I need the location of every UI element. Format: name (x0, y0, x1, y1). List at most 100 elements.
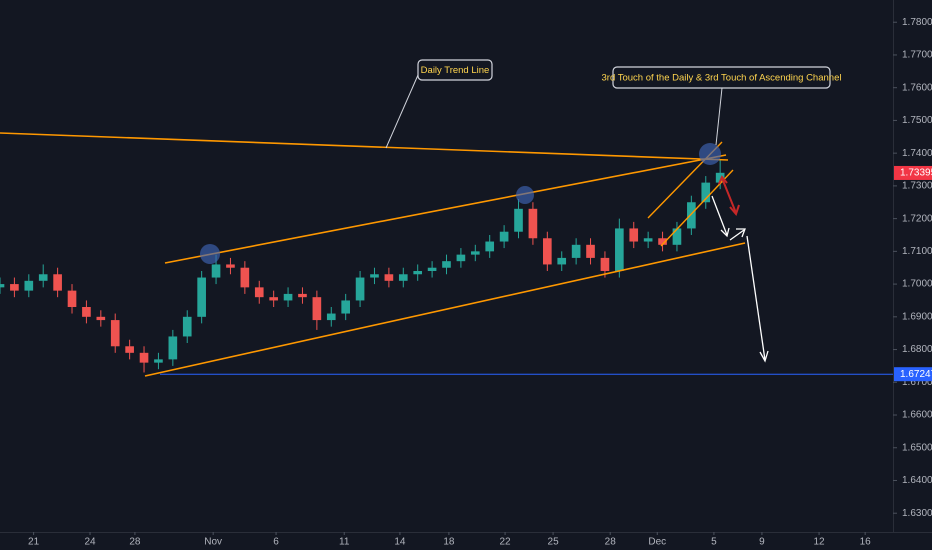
y-tick-label: 1.69000 (902, 311, 932, 322)
touch-circle (200, 244, 220, 264)
candle-body (0, 284, 5, 288)
candle-body (384, 274, 394, 281)
candle-body (96, 316, 106, 321)
y-tick-label: 1.76000 (902, 82, 932, 93)
x-tick-label: 28 (605, 537, 617, 548)
y-tick-label: 1.64000 (902, 475, 932, 486)
candle-body (67, 290, 77, 307)
x-tick-label: 18 (443, 537, 455, 548)
candle-body (701, 182, 711, 203)
candle-body (557, 257, 567, 265)
price-label-box (894, 367, 932, 382)
candle-body (82, 306, 91, 317)
candle-body (341, 300, 350, 314)
price-label-box (894, 165, 932, 180)
x-tick-label: 25 (548, 537, 560, 548)
x-tick-label: 5 (711, 537, 717, 548)
channel-lower (144, 242, 746, 377)
candle-body (485, 241, 495, 252)
candle-body (53, 274, 62, 291)
candle-body (182, 316, 192, 337)
candle-body (211, 264, 221, 278)
candle-body (600, 257, 610, 271)
y-tick-label: 1.63000 (902, 508, 932, 519)
y-tick-label: 1.70000 (902, 279, 932, 290)
candle-body (470, 251, 480, 255)
candle-body (571, 244, 581, 258)
y-tick-label: 1.74000 (902, 148, 932, 159)
x-tick-label: 9 (759, 537, 765, 548)
candle-body (125, 346, 134, 353)
candle-body (298, 293, 307, 298)
price-label: 1.67247 (900, 369, 932, 380)
candle-body (355, 277, 365, 301)
x-tick-label: 22 (500, 537, 512, 548)
callout-text: Daily Trend Line (421, 65, 490, 76)
y-tick-label: 1.66000 (902, 410, 932, 421)
candle-body (413, 270, 423, 275)
callout-pointer (715, 87, 723, 146)
y-tick-label: 1.65000 (902, 442, 932, 453)
x-tick-label: 24 (84, 537, 96, 548)
candle-body (456, 254, 466, 262)
y-tick-label: 1.67000 (902, 377, 932, 388)
candle-body (442, 261, 451, 268)
candle-body (586, 244, 595, 258)
candle-body (168, 336, 178, 360)
x-tick-label: 11 (339, 537, 350, 548)
x-tick-label: 28 (129, 537, 141, 548)
y-tick-label: 1.75000 (902, 115, 932, 126)
plot-area (0, 159, 893, 375)
candle-body (312, 297, 322, 321)
candle-body (629, 228, 639, 242)
callout-pointer (385, 74, 419, 149)
y-tick-label: 1.78000 (902, 17, 932, 28)
candle-body (269, 297, 278, 301)
candle-body (370, 274, 379, 278)
y-tick-label: 1.72000 (902, 213, 932, 224)
candle-body (10, 284, 19, 291)
y-tick-label: 1.71000 (902, 246, 932, 257)
white-arrows (711, 195, 769, 363)
candle-body (528, 208, 538, 239)
x-tick-label: 21 (28, 537, 40, 548)
candle-body (687, 202, 696, 229)
channel-upper (164, 154, 727, 264)
candle-body (643, 238, 653, 242)
candle-body (139, 352, 149, 363)
callout-text: 3rd Touch of the Daily & 3rd Touch of As… (602, 73, 842, 84)
candle-body (715, 172, 725, 183)
candle-body (615, 228, 624, 271)
candle-body (283, 293, 293, 301)
y-tick-label: 1.77000 (902, 50, 932, 61)
touch-circle (699, 143, 721, 165)
x-tick-label: 12 (814, 537, 826, 548)
trend-line (0, 132, 729, 161)
candle-body (514, 208, 523, 232)
red-arrow (718, 175, 740, 216)
x-tick-label: 6 (273, 537, 279, 548)
y-tick-label: 1.68000 (902, 344, 932, 355)
candle-body (154, 359, 163, 363)
callout-box (612, 66, 831, 89)
candle-body (24, 280, 34, 291)
x-tick-label: Dec (648, 537, 666, 548)
candle-body (499, 231, 509, 242)
x-tick-label: 14 (394, 537, 406, 548)
candle-body (38, 274, 48, 281)
candle-body (254, 287, 264, 298)
candle-body (543, 238, 552, 265)
candle-body (398, 274, 408, 281)
candle-body (658, 238, 667, 245)
candle-body (240, 267, 250, 288)
small-channel-lower (660, 169, 734, 247)
y-tick-label: 1.73000 (902, 181, 932, 192)
candle-body (110, 320, 120, 347)
x-tick-label: 16 (860, 537, 872, 548)
candle-body (672, 228, 682, 245)
candle-body (197, 277, 206, 317)
